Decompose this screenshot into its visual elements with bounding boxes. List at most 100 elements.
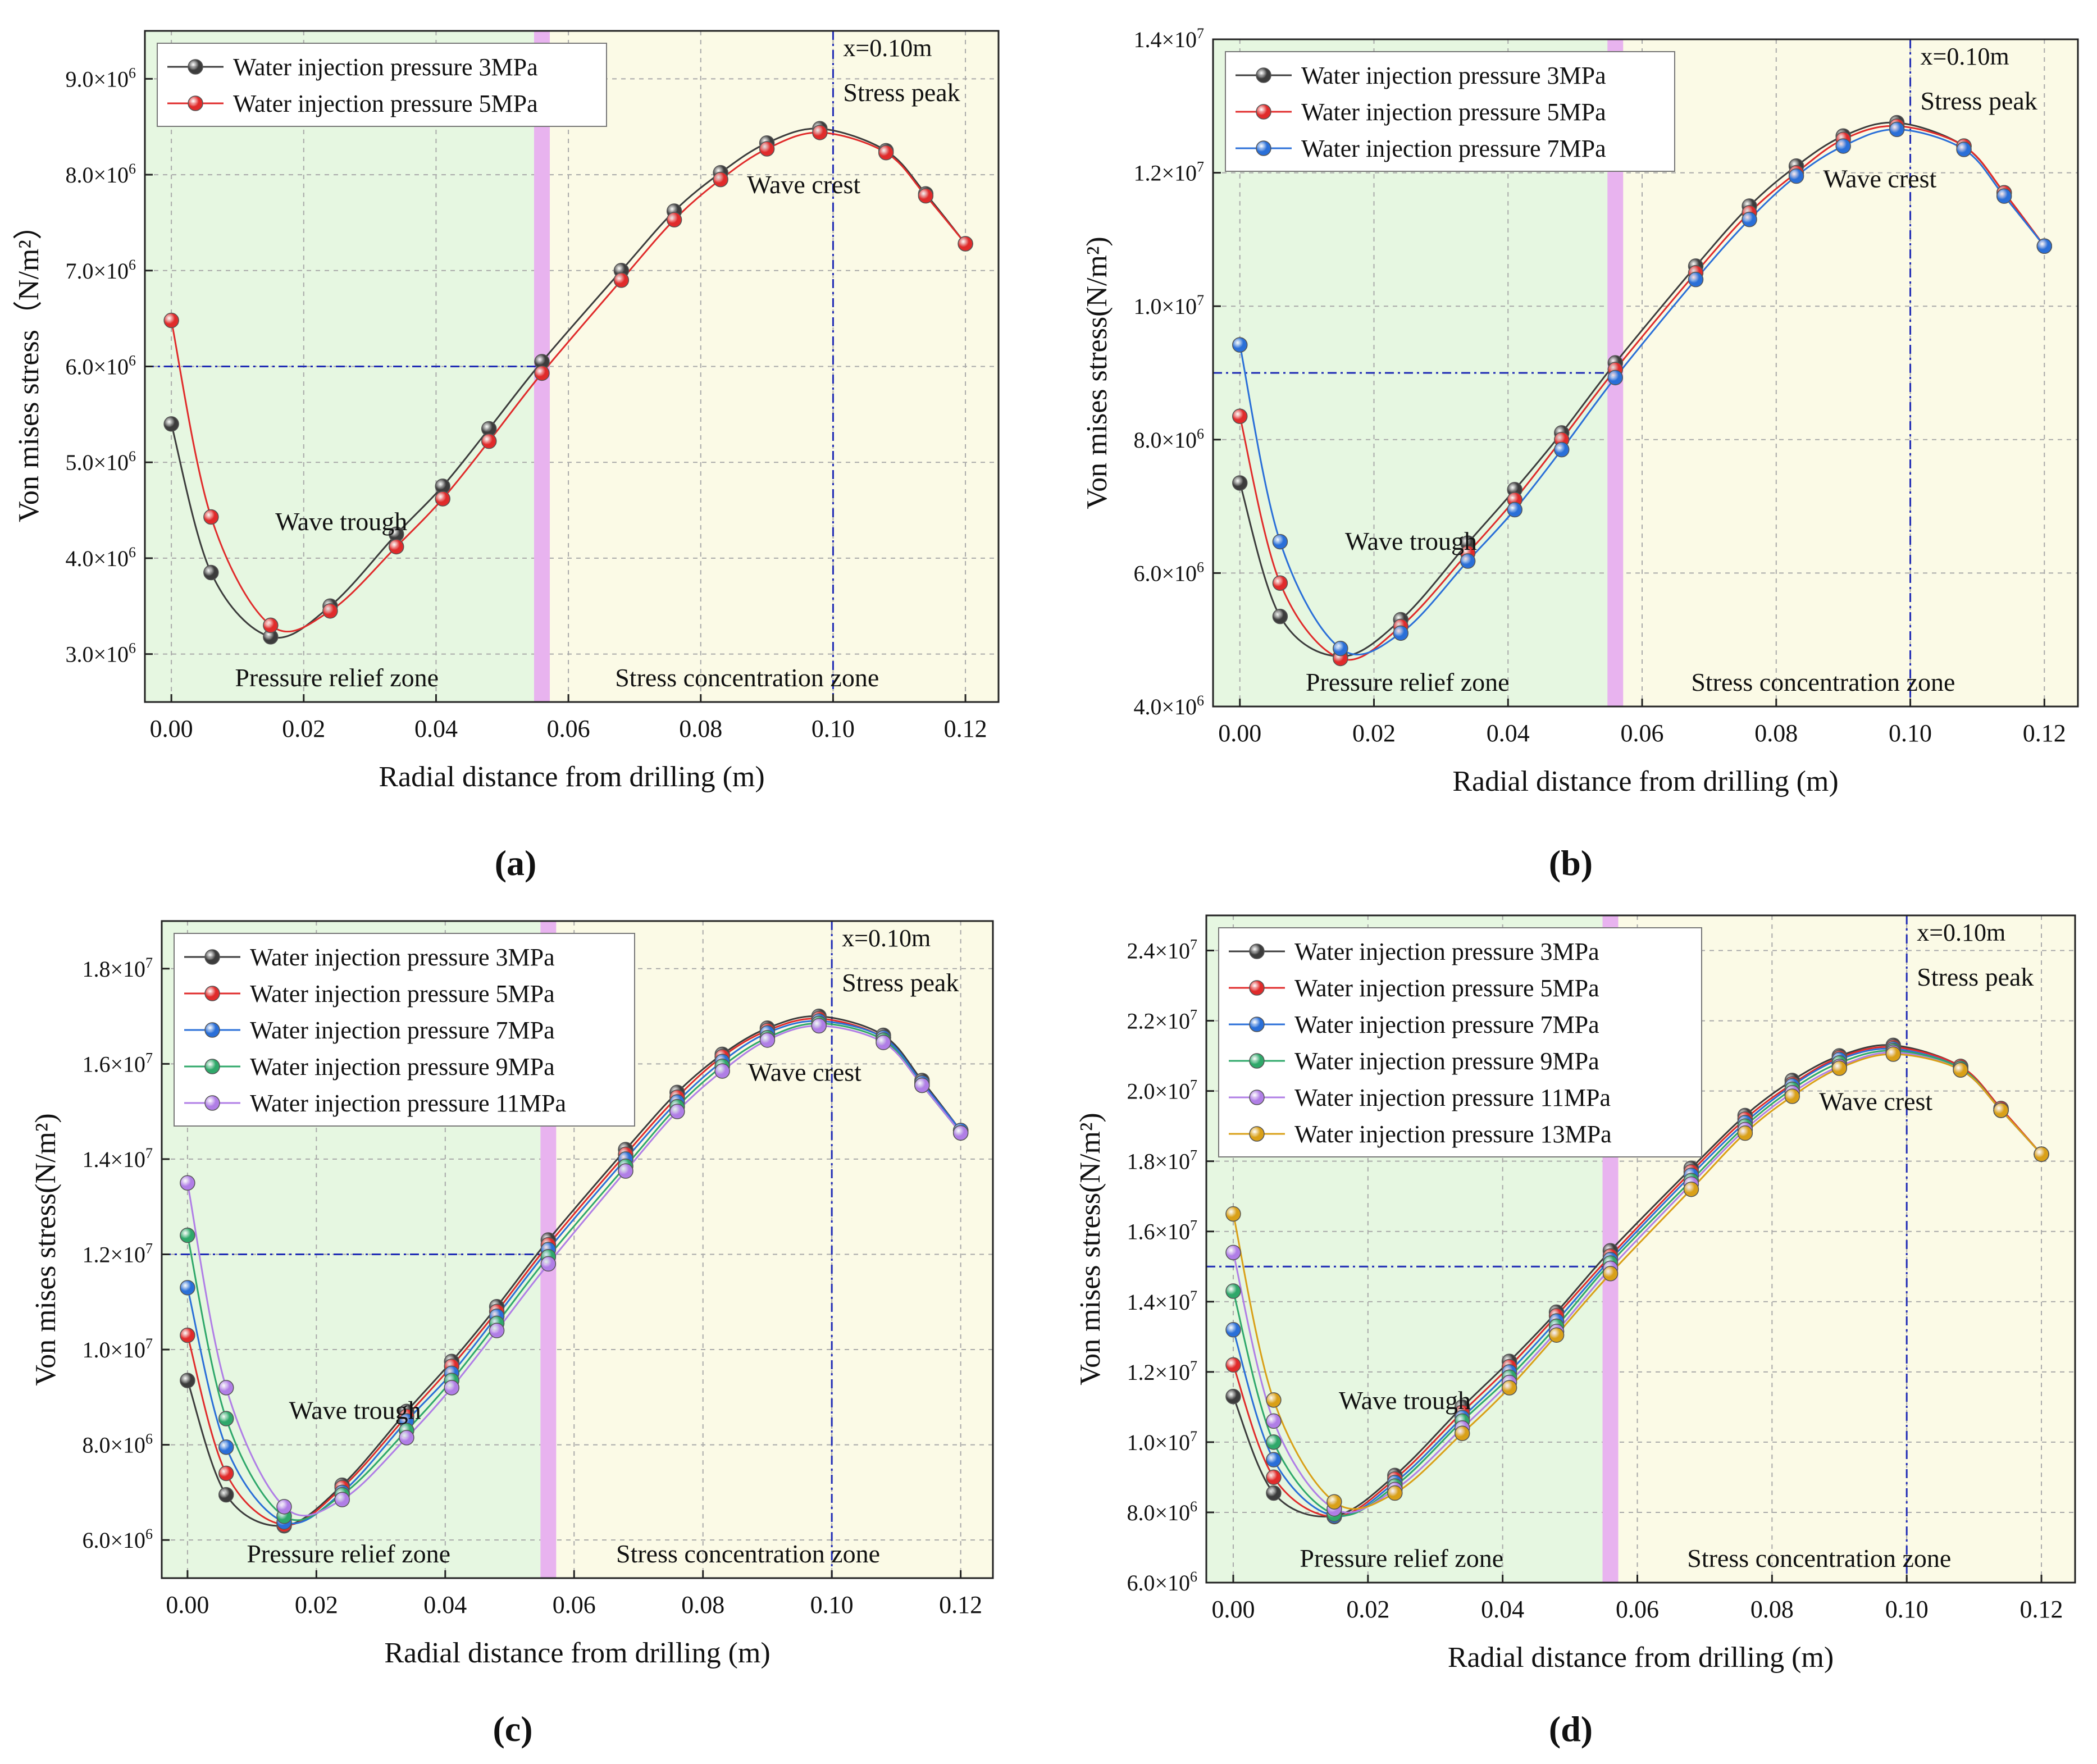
y-tick-mantissa: 5.0×10 <box>65 450 129 475</box>
y-tick-label: 1.6×107 <box>82 1050 153 1077</box>
legend-marker <box>1256 140 1271 156</box>
x-tick-label: 0.12 <box>2020 1596 2063 1623</box>
legend-entry: Water injection pressure 7MPa <box>250 1017 555 1044</box>
legend-entry: Water injection pressure 7MPa <box>1294 1011 1599 1038</box>
data-point <box>218 1411 234 1426</box>
x-tick-label: 0.10 <box>1885 1596 1929 1623</box>
y-axis-title: Von mises stress(N/m²) <box>1074 1113 1106 1385</box>
y-tick-label: 6.0×106 <box>82 1526 153 1553</box>
panel-label: (b) <box>1549 843 1593 883</box>
legend-marker <box>1249 943 1265 959</box>
y-tick-label: 1.0×107 <box>1127 1428 1197 1455</box>
y-tick-mantissa: 4.0×10 <box>1133 694 1197 719</box>
legend-box <box>174 933 635 1127</box>
y-tick-exponent: 7 <box>1190 1288 1197 1304</box>
annotation-relief-zone: Pressure relief zone <box>1306 668 1510 696</box>
annotation-relief-zone: Pressure relief zone <box>1300 1544 1503 1572</box>
x-tick-label: 0.06 <box>1621 719 1664 747</box>
data-point <box>1225 1388 1241 1405</box>
data-point <box>2036 238 2053 254</box>
y-tick-label: 2.4×107 <box>1127 937 1197 964</box>
annotation-wave-trough: Wave trough <box>1339 1386 1471 1415</box>
y-tick-exponent: 7 <box>1197 25 1204 42</box>
legend-entry: Water injection pressure 3MPa <box>1301 62 1606 89</box>
legend-entry: Water injection pressure 13MPa <box>1294 1120 1612 1148</box>
x-tick-label: 0.06 <box>1616 1596 1659 1623</box>
x-axis-title: Radial distance from drilling (m) <box>379 761 764 793</box>
data-point <box>666 212 682 228</box>
data-point <box>218 1487 234 1503</box>
x-tick-label: 0.08 <box>681 1591 724 1619</box>
data-point <box>812 125 828 140</box>
y-tick-label: 1.8×107 <box>82 955 153 982</box>
y-tick-exponent: 6 <box>1197 559 1204 575</box>
legend-marker <box>1249 980 1265 996</box>
y-tick-label: 5.0×106 <box>65 448 136 475</box>
y-tick-label: 1.4×107 <box>82 1145 153 1172</box>
y-tick-label: 8.0×106 <box>1133 426 1204 453</box>
x-tick-label: 0.10 <box>1889 719 1932 747</box>
data-point <box>444 1380 460 1396</box>
chart-panel-b: 4.0×1066.0×1068.0×1061.0×1071.2×1071.4×1… <box>1081 25 2079 883</box>
data-point <box>2034 1146 2049 1162</box>
annotation-wave-trough: Wave trough <box>289 1396 421 1425</box>
data-point <box>534 365 550 381</box>
y-tick-mantissa: 6.0×10 <box>65 354 129 380</box>
data-point <box>399 1430 414 1446</box>
y-tick-mantissa: 6.0×10 <box>82 1528 145 1553</box>
y-tick-mantissa: 1.6×10 <box>82 1051 145 1077</box>
y-tick-label: 1.2×107 <box>1127 1358 1197 1385</box>
y-axis-title: Von mises stress(N/m²) <box>1081 236 1113 509</box>
y-tick-mantissa: 8.0×10 <box>65 162 129 188</box>
x-tick-label: 0.00 <box>1211 1596 1255 1623</box>
y-tick-mantissa: 1.2×10 <box>1127 1360 1190 1385</box>
data-point <box>618 1163 633 1179</box>
y-axis-title: Von mises stress(N/m²) <box>30 1113 62 1386</box>
data-point <box>1460 553 1476 569</box>
data-point <box>1232 408 1248 424</box>
legend-entry: Water injection pressure 11MPa <box>250 1090 566 1117</box>
y-tick-exponent: 6 <box>129 161 136 177</box>
y-tick-label: 4.0×106 <box>1133 692 1204 719</box>
y-tick-exponent: 7 <box>1190 1077 1197 1093</box>
x-tick-label: 0.04 <box>1481 1596 1524 1623</box>
data-point <box>389 539 404 555</box>
annotation-wave-crest: Wave crest <box>1819 1087 1932 1115</box>
data-point <box>759 1032 776 1048</box>
legend-entry: Water injection pressure 5MPa <box>1294 974 1599 1002</box>
x-axis-title: Radial distance from drilling (m) <box>1448 1642 1834 1674</box>
data-point <box>1993 1102 2009 1118</box>
data-point <box>1326 1494 1342 1510</box>
data-point <box>1266 1434 1282 1450</box>
y-tick-mantissa: 1.2×10 <box>1133 161 1197 186</box>
x-tick-label: 0.10 <box>810 1591 854 1619</box>
x-tick-label: 0.10 <box>812 715 855 742</box>
data-point <box>180 1280 195 1296</box>
data-point <box>1501 1380 1517 1396</box>
y-tick-mantissa: 2.0×10 <box>1127 1079 1190 1104</box>
y-tick-mantissa: 8.0×10 <box>1127 1500 1190 1525</box>
data-point <box>334 1492 350 1507</box>
data-point <box>1225 1357 1241 1373</box>
y-tick-mantissa: 8.0×10 <box>82 1433 145 1458</box>
annotation-relief-zone: Pressure relief zone <box>235 663 439 692</box>
y-tick-mantissa: 2.4×10 <box>1127 938 1190 964</box>
y-tick-mantissa: 6.0×10 <box>1133 560 1197 586</box>
data-point <box>1272 608 1288 625</box>
y-tick-exponent: 6 <box>129 640 136 657</box>
y-tick-label: 6.0×106 <box>1133 559 1204 586</box>
y-tick-exponent: 6 <box>129 448 136 464</box>
data-point <box>540 1256 557 1272</box>
data-point <box>876 1034 891 1050</box>
data-point <box>203 564 219 581</box>
x-tick-label: 0.02 <box>1352 719 1396 747</box>
legend: Water injection pressure 3MPa Water injec… <box>1225 51 1675 172</box>
legend-entry: Water injection pressure 7MPa <box>1301 135 1606 162</box>
y-tick-mantissa: 9.0×10 <box>65 66 129 92</box>
y-tick-mantissa: 1.4×10 <box>1127 1289 1190 1315</box>
data-point <box>958 236 973 252</box>
plot-frame <box>1205 914 2076 1584</box>
x-axis-title: Radial distance from drilling (m) <box>1452 765 1838 797</box>
data-point <box>1742 212 1757 227</box>
